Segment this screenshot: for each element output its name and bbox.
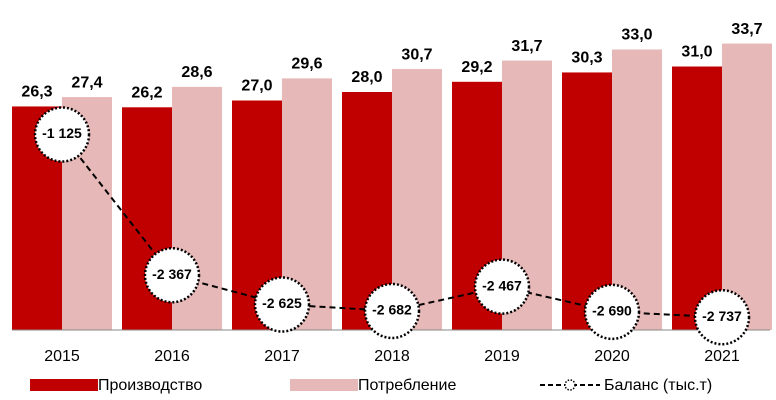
value-label: 26,2 [131, 85, 162, 102]
balance-label: -2 625 [262, 295, 302, 311]
balance-marker [253, 276, 311, 333]
legend-label: Производство [98, 377, 202, 394]
x-tick-label: 2021 [704, 348, 740, 365]
value-label: 28,6 [181, 64, 212, 81]
balance-marker [693, 288, 751, 346]
balance-marker [143, 247, 201, 304]
value-label: 28,0 [351, 69, 382, 86]
legend-swatch [290, 379, 358, 391]
legend-label: Потребление [358, 377, 456, 394]
legend-marker [564, 379, 576, 391]
x-tick-label: 2018 [374, 348, 410, 365]
balance-label: -2 367 [152, 266, 192, 282]
balance-label: -2 467 [482, 277, 522, 293]
balance-label: -1 125 [42, 125, 82, 141]
balance-marker [583, 283, 641, 341]
value-label: 33,0 [621, 27, 652, 44]
bar [612, 49, 662, 330]
legend-swatch [30, 379, 98, 391]
value-label: 31,0 [681, 44, 712, 61]
balance-marker [363, 282, 421, 340]
bar [672, 66, 722, 330]
balance-label: -2 682 [372, 302, 412, 318]
value-label: 27,4 [71, 74, 102, 91]
legend-label: Баланс (тыс.т) [604, 377, 712, 394]
value-label: 33,7 [731, 21, 762, 38]
balance-label: -2 690 [592, 303, 632, 319]
balance-label: -2 737 [702, 308, 742, 324]
x-tick-label: 2016 [154, 348, 190, 365]
bar [722, 43, 772, 331]
value-label: 26,3 [21, 84, 52, 101]
balance-marker [473, 258, 531, 315]
x-tick-label: 2017 [264, 348, 300, 365]
value-label: 29,2 [461, 59, 492, 76]
x-tick-label: 2020 [594, 348, 630, 365]
x-tick-label: 2015 [44, 348, 80, 365]
balance-marker [33, 106, 91, 163]
value-label: 30,3 [571, 50, 602, 67]
x-tick-label: 2019 [484, 348, 520, 365]
value-label: 29,6 [291, 56, 322, 73]
value-label: 27,0 [241, 78, 272, 95]
value-label: 30,7 [401, 46, 432, 63]
value-label: 31,7 [511, 38, 542, 55]
